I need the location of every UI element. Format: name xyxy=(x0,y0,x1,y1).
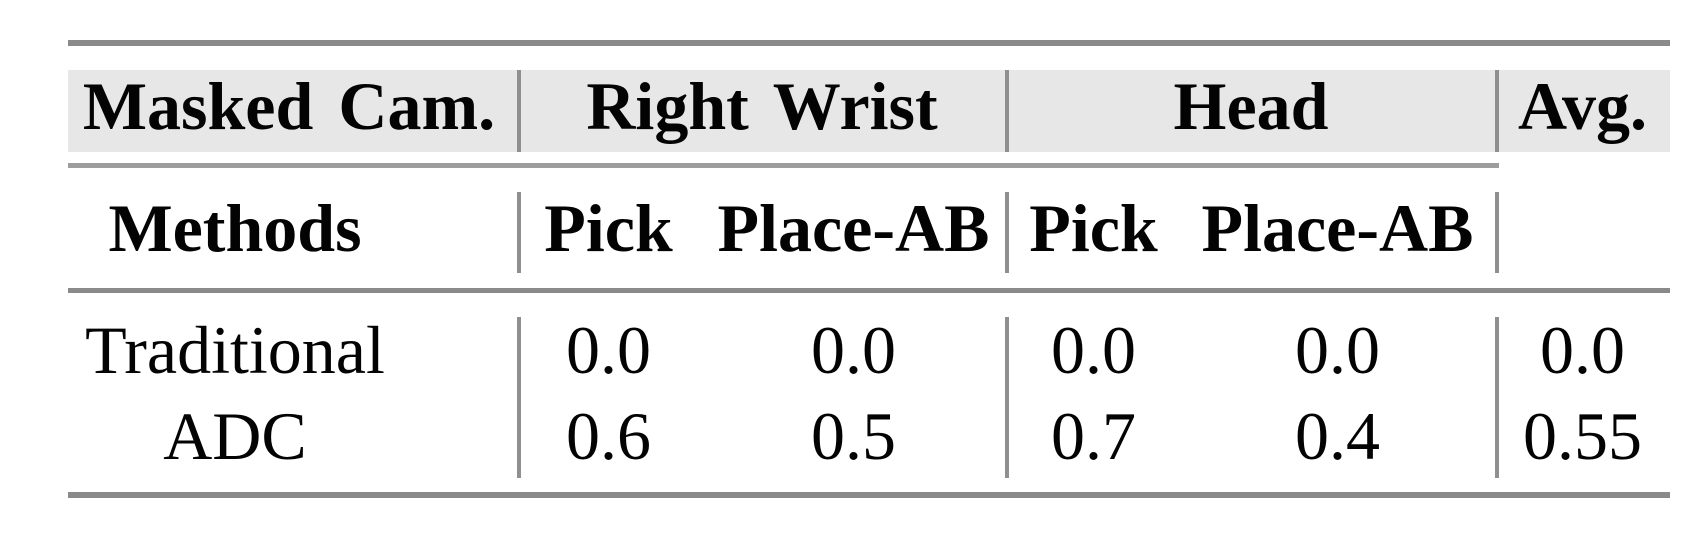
header-avg-label: Avg. xyxy=(1517,68,1648,144)
column-divider xyxy=(1495,192,1499,273)
value-cell: 0.0 xyxy=(1495,301,1670,399)
header-rw-place-ab: Place-AB xyxy=(700,168,1007,288)
column-divider xyxy=(1495,317,1499,478)
header-methods: Methods xyxy=(68,168,517,288)
sub-header-row: Methods Pick Place-AB Pick Place-AB xyxy=(68,168,1670,288)
header-methods-label: Methods xyxy=(108,190,362,266)
column-divider xyxy=(517,317,521,478)
header-avg-spacer xyxy=(1495,168,1670,288)
value: 0.4 xyxy=(1295,398,1380,474)
table-top-rule xyxy=(68,40,1670,46)
header-masked-cam: Masked Cam. xyxy=(68,70,517,152)
column-divider xyxy=(1495,70,1499,152)
table-row: Traditional 0.0 0.0 0.0 0.0 0.0 xyxy=(68,301,1670,399)
method-name: ADC xyxy=(163,398,307,474)
column-divider xyxy=(1005,192,1009,273)
header-masked-cam-label: Masked Cam. xyxy=(82,68,496,144)
value: 0.0 xyxy=(1295,312,1380,388)
table-bottom-rule xyxy=(68,492,1670,498)
header-rw-pick: Pick xyxy=(517,168,700,288)
value: 0.0 xyxy=(811,312,896,388)
column-divider xyxy=(1005,317,1009,478)
header-mid-rule xyxy=(68,163,1499,168)
method-name: Traditional xyxy=(85,312,385,388)
value: 0.55 xyxy=(1523,398,1642,474)
value: 0.5 xyxy=(811,398,896,474)
header-head-label: Head xyxy=(1173,68,1329,144)
method-name-cell: ADC xyxy=(68,387,517,485)
header-head-pick: Pick xyxy=(1007,168,1180,288)
column-divider xyxy=(517,70,521,152)
column-divider xyxy=(1005,70,1009,152)
table-mid-rule xyxy=(68,288,1670,293)
header-head-place-ab-label: Place-AB xyxy=(1201,190,1474,266)
value: 0.0 xyxy=(1051,312,1136,388)
header-head-pick-label: Pick xyxy=(1029,190,1158,266)
header-rw-pick-label: Pick xyxy=(544,190,673,266)
value-cell: 0.0 xyxy=(700,301,1007,399)
value: 0.7 xyxy=(1051,398,1136,474)
group-header-row: Masked Cam. Right Wrist Head Avg. xyxy=(68,70,1670,152)
header-head-place-ab: Place-AB xyxy=(1180,168,1495,288)
header-right-wrist: Right Wrist xyxy=(517,70,1007,152)
value-cell: 0.7 xyxy=(1007,387,1180,485)
header-rw-place-ab-label: Place-AB xyxy=(717,190,990,266)
value-cell: 0.4 xyxy=(1180,387,1495,485)
header-right-wrist-label: Right Wrist xyxy=(586,68,938,144)
value: 0.0 xyxy=(566,312,651,388)
value-cell: 0.6 xyxy=(517,387,700,485)
value: 0.6 xyxy=(566,398,651,474)
value-cell: 0.5 xyxy=(700,387,1007,485)
header-band xyxy=(68,70,1670,152)
method-name-cell: Traditional xyxy=(68,301,517,399)
value-cell: 0.0 xyxy=(1180,301,1495,399)
header-avg: Avg. xyxy=(1495,70,1670,152)
value-cell: 0.0 xyxy=(1007,301,1180,399)
header-head: Head xyxy=(1007,70,1495,152)
table-row: ADC 0.6 0.5 0.7 0.4 0.55 xyxy=(68,387,1670,485)
value: 0.0 xyxy=(1540,312,1625,388)
column-divider xyxy=(517,192,521,273)
value-cell: 0.0 xyxy=(517,301,700,399)
value-cell: 0.55 xyxy=(1495,387,1670,485)
